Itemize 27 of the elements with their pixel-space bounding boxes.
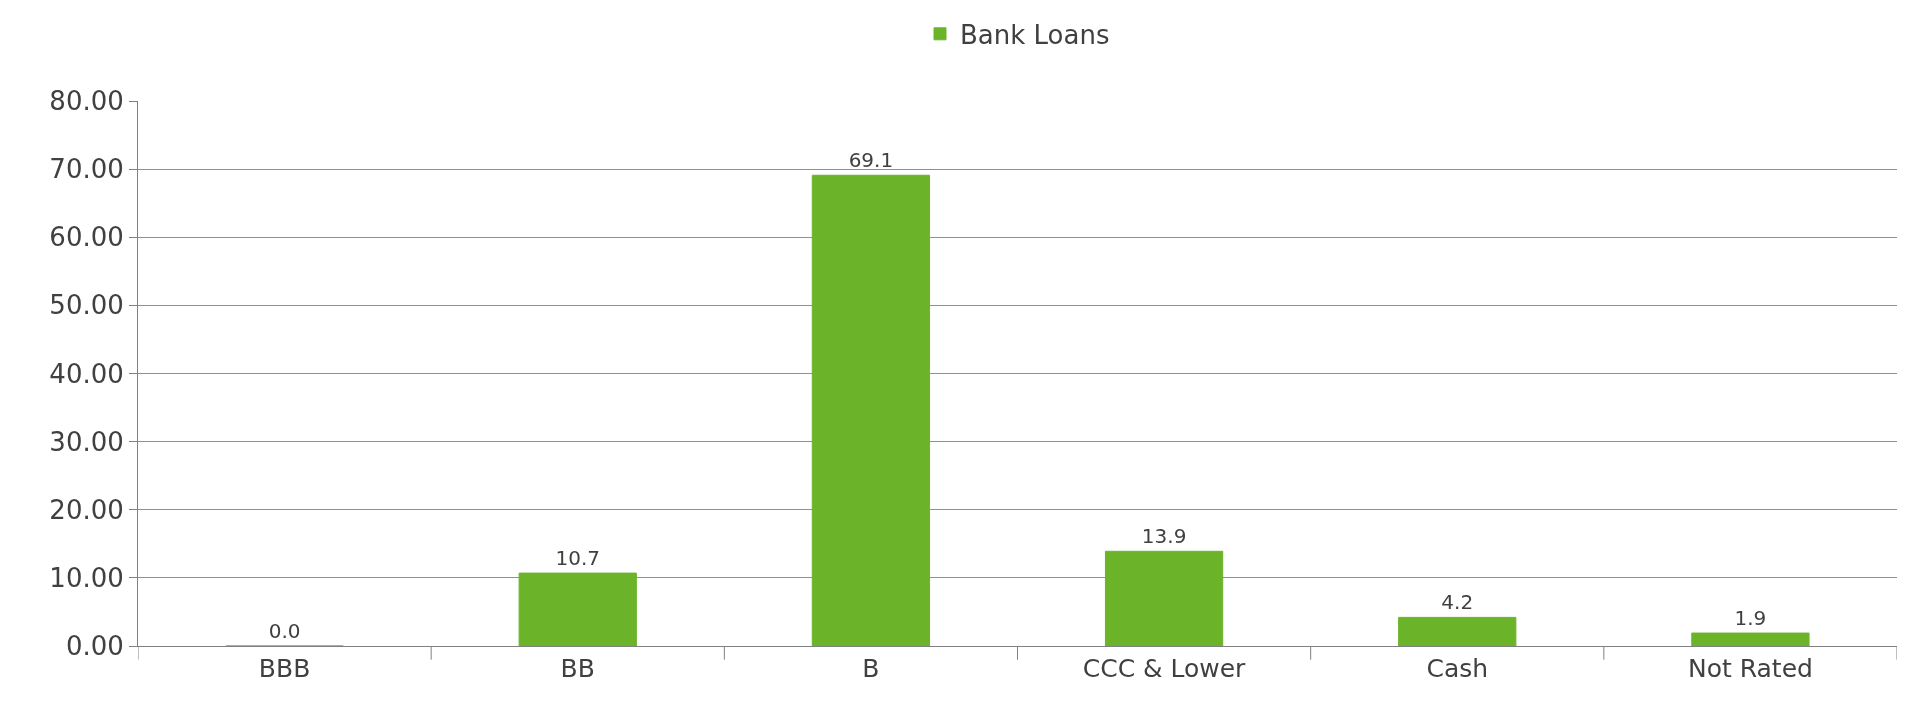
y-tick-label: 40.00 bbox=[49, 358, 124, 389]
x-tick-label: Cash bbox=[1426, 654, 1489, 683]
x-tick-label: CCC & Lower bbox=[1082, 654, 1247, 683]
y-tick-label: 0.00 bbox=[65, 631, 124, 662]
data-label: 1.9 bbox=[1734, 606, 1767, 631]
bar bbox=[1398, 616, 1517, 646]
y-tick-label: 50.00 bbox=[49, 290, 124, 321]
x-tick-label: Not Rated bbox=[1687, 654, 1813, 683]
x-tick-label: B bbox=[862, 654, 880, 683]
bar bbox=[811, 174, 931, 646]
x-tick-label: BBB bbox=[258, 654, 311, 683]
data-label: 69.1 bbox=[848, 148, 894, 173]
y-tick-label: 70.00 bbox=[49, 154, 124, 185]
bar bbox=[1104, 550, 1224, 646]
x-tick-label: BB bbox=[560, 654, 595, 683]
y-tick-label: 20.00 bbox=[49, 494, 124, 525]
y-tick-label: 80.00 bbox=[49, 86, 124, 117]
bar bbox=[1691, 632, 1810, 646]
y-tick-label: 30.00 bbox=[49, 426, 124, 457]
y-tick-label: 60.00 bbox=[49, 222, 124, 253]
bar bbox=[518, 572, 637, 646]
data-label: 0.0 bbox=[268, 619, 301, 643]
data-label: 13.9 bbox=[1141, 524, 1187, 549]
data-label: 4.2 bbox=[1441, 590, 1474, 615]
legend-label: Bank Loans bbox=[960, 19, 1110, 50]
y-tick-label: 10.00 bbox=[49, 562, 124, 593]
data-label: 10.7 bbox=[555, 546, 601, 571]
